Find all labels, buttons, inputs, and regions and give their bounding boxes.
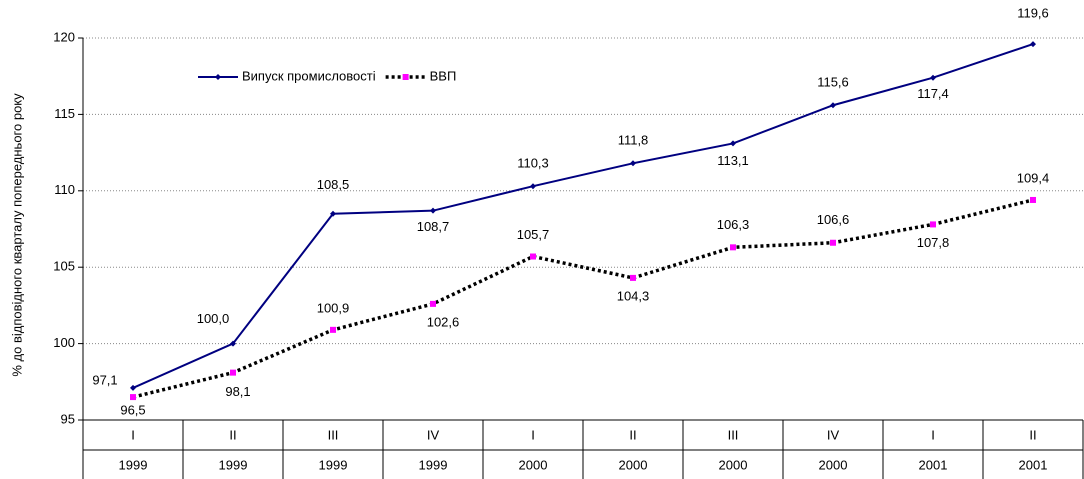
x-year-label: 2001 (919, 457, 948, 472)
data-label: 98,1 (225, 384, 250, 399)
marker (830, 102, 836, 109)
marker (930, 221, 936, 228)
x-year-label: 1999 (119, 457, 148, 472)
data-label: 104,3 (617, 288, 650, 303)
data-label: 115,6 (817, 75, 849, 90)
marker (930, 74, 936, 81)
x-year-label: 1999 (419, 457, 448, 472)
x-year-label: 1999 (319, 457, 348, 472)
data-label: 117,4 (917, 86, 949, 101)
x-year-label: 2001 (1019, 457, 1048, 472)
y-tick-label: 105 (53, 259, 75, 274)
marker (730, 244, 736, 251)
x-tick-label: II (629, 427, 636, 442)
series-line (132, 198, 1034, 399)
legend-marker (402, 74, 409, 80)
x-year-label: 1999 (219, 457, 248, 472)
data-label: 102,6 (427, 314, 460, 329)
series-line (132, 43, 1034, 389)
x-year-label: 2000 (819, 457, 848, 472)
marker (530, 253, 536, 260)
x-tick-label: III (328, 427, 339, 442)
x-year-label: 2000 (619, 457, 648, 472)
data-label: 100,0 (197, 311, 230, 326)
x-tick-label: IV (427, 427, 440, 442)
marker (430, 207, 436, 214)
marker (430, 300, 436, 307)
x-tick-label: III (728, 427, 739, 442)
data-label: 113,1 (717, 153, 749, 168)
marker (530, 183, 536, 190)
x-year-label: 2000 (519, 457, 548, 472)
x-tick-label: IV (827, 427, 840, 442)
legend-marker (215, 74, 221, 80)
data-label: 106,6 (817, 212, 850, 227)
y-tick-label: 95 (61, 411, 75, 426)
data-label: 110,3 (517, 156, 549, 171)
data-label: 97,1 (92, 372, 117, 387)
data-label: 105,7 (517, 227, 550, 242)
marker (730, 140, 736, 147)
data-label: 107,8 (917, 235, 950, 250)
data-label: 96,5 (120, 403, 145, 418)
x-tick-label: I (531, 427, 535, 442)
data-label: 108,5 (317, 177, 350, 192)
x-tick-label: II (229, 427, 236, 442)
data-label: 106,3 (717, 217, 750, 232)
x-tick-label: I (131, 427, 135, 442)
x-year-label: 2000 (719, 457, 748, 472)
data-label: 108,7 (417, 219, 450, 234)
data-label: 111,8 (618, 133, 649, 148)
marker (1030, 41, 1036, 48)
marker (830, 239, 836, 246)
data-label: 119,6 (1017, 6, 1049, 21)
marker (230, 369, 236, 376)
marker (630, 160, 636, 167)
y-axis-label: % до відповідного кварталу попереднього … (9, 93, 24, 377)
marker (630, 274, 636, 281)
y-tick-label: 120 (53, 29, 75, 44)
marker (330, 326, 336, 333)
marker (330, 210, 336, 217)
marker (230, 340, 236, 347)
legend-label: Випуск промисловості (242, 68, 376, 83)
x-tick-label: I (931, 427, 935, 442)
marker (130, 394, 136, 401)
y-tick-label: 110 (54, 182, 75, 197)
x-tick-label: II (1029, 427, 1036, 442)
y-tick-label: 100 (53, 335, 75, 350)
data-label: 100,9 (317, 300, 350, 315)
data-label: 109,4 (1017, 170, 1050, 185)
legend-label: ВВП (430, 68, 457, 83)
marker (130, 384, 136, 391)
marker (1030, 196, 1036, 203)
y-tick-label: 115 (54, 106, 75, 121)
